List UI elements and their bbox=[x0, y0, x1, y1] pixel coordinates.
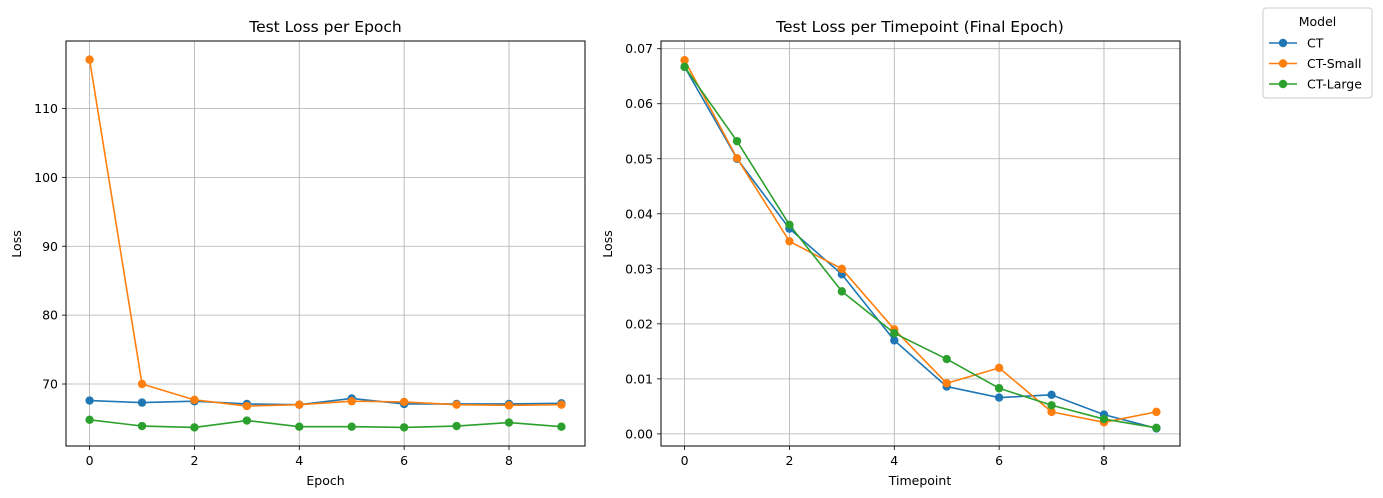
data-point bbox=[347, 397, 356, 406]
data-point bbox=[680, 62, 689, 72]
data-point bbox=[1099, 414, 1109, 424]
x-tick-label: 2 bbox=[190, 453, 198, 468]
data-point bbox=[85, 415, 94, 425]
legend-marker bbox=[1278, 38, 1288, 48]
series-ct-large bbox=[680, 62, 1161, 433]
x-tick-label: 4 bbox=[295, 453, 303, 468]
legend-marker bbox=[1278, 79, 1288, 89]
x-tick-label: 0 bbox=[86, 453, 94, 468]
y-axis-label: Loss bbox=[9, 230, 24, 257]
legend-marker bbox=[1278, 59, 1288, 68]
data-point bbox=[1152, 423, 1161, 433]
data-point bbox=[85, 55, 94, 64]
data-point bbox=[994, 363, 1004, 373]
data-point bbox=[137, 379, 147, 389]
data-point bbox=[242, 416, 252, 425]
legend-label: CT bbox=[1307, 36, 1324, 51]
y-tick-label: 0.07 bbox=[625, 41, 653, 56]
data-point bbox=[837, 264, 847, 274]
y-tick-label: 0.01 bbox=[625, 371, 653, 386]
legend: Model CT CT-Small CT-Large bbox=[1262, 7, 1373, 99]
x-axis-label: Timepoint bbox=[888, 473, 952, 488]
data-point bbox=[942, 379, 951, 388]
data-point bbox=[504, 418, 514, 427]
data-point bbox=[242, 401, 252, 411]
data-point bbox=[190, 395, 199, 405]
data-point bbox=[785, 220, 794, 229]
data-point bbox=[994, 384, 1004, 393]
y-tick-label: 90 bbox=[42, 239, 58, 254]
series-ct-small bbox=[85, 55, 566, 411]
y-tick-label: 100 bbox=[34, 170, 58, 185]
data-point bbox=[295, 422, 304, 431]
y-tick-label: 70 bbox=[42, 377, 58, 392]
legend-label: CT-Large bbox=[1307, 77, 1362, 92]
x-tick-label: 8 bbox=[505, 453, 513, 468]
data-point bbox=[190, 423, 199, 432]
legend-label: CT-Small bbox=[1307, 56, 1361, 71]
data-point bbox=[890, 328, 899, 338]
data-point bbox=[557, 400, 566, 409]
y-tick-label: 0.05 bbox=[625, 151, 653, 166]
y-tick-label: 0.06 bbox=[625, 96, 653, 111]
plot-frame bbox=[65, 40, 586, 447]
data-point bbox=[452, 421, 461, 431]
series-ct-large bbox=[85, 415, 566, 432]
data-point bbox=[347, 422, 356, 431]
data-point bbox=[890, 336, 899, 345]
series-line bbox=[683, 59, 1157, 424]
series-line bbox=[89, 397, 562, 406]
data-point bbox=[837, 287, 847, 296]
data-point bbox=[504, 401, 514, 410]
y-tick-label: 0.03 bbox=[625, 261, 653, 276]
series-line bbox=[89, 419, 562, 429]
legend-entry: CT bbox=[1269, 36, 1324, 51]
data-point bbox=[785, 237, 794, 246]
timepoint-loss-chart: Test Loss per Timepoint (Final Epoch) 0 2… bbox=[600, 18, 1181, 488]
y-tick-label: 0.04 bbox=[625, 206, 653, 221]
y-tick-label: 0.02 bbox=[625, 316, 653, 331]
data-point bbox=[942, 354, 951, 364]
data-point bbox=[994, 393, 1004, 402]
data-point bbox=[1047, 401, 1056, 410]
data-point bbox=[1152, 407, 1161, 417]
chart-title: Test Loss per Epoch bbox=[248, 18, 402, 36]
data-point bbox=[732, 154, 742, 163]
legend-entry: CT-Large bbox=[1269, 77, 1362, 92]
legend-title: Model bbox=[1299, 14, 1337, 29]
data-point bbox=[680, 56, 689, 65]
data-point bbox=[399, 423, 409, 432]
data-point bbox=[295, 400, 304, 409]
x-axis-label: Epoch bbox=[306, 473, 344, 488]
y-tick-label: 110 bbox=[34, 101, 58, 116]
data-point bbox=[85, 396, 94, 405]
data-point bbox=[1047, 407, 1056, 417]
data-point bbox=[137, 421, 147, 431]
legend-box bbox=[1262, 7, 1373, 99]
data-point bbox=[557, 422, 566, 431]
x-tick-label: 4 bbox=[890, 453, 898, 468]
x-tick-label: 0 bbox=[681, 453, 689, 468]
data-point bbox=[732, 136, 742, 146]
epoch-loss-chart: Test Loss per Epoch 0 2 4 6 8 70 80 90 100 110 Ep… bbox=[9, 18, 586, 488]
y-tick-label: 0.00 bbox=[625, 426, 653, 441]
data-point bbox=[1047, 390, 1056, 400]
data-point bbox=[399, 397, 409, 407]
x-tick-label: 8 bbox=[1100, 453, 1108, 468]
y-tick-label: 80 bbox=[42, 308, 58, 323]
series-line bbox=[88, 59, 562, 407]
chart-title: Test Loss per Timepoint (Final Epoch) bbox=[775, 18, 1064, 36]
x-tick-label: 6 bbox=[400, 453, 408, 468]
series-line bbox=[683, 66, 1157, 429]
x-tick-label: 6 bbox=[995, 453, 1003, 468]
series-line bbox=[683, 66, 1157, 430]
data-point bbox=[137, 398, 147, 407]
plot-frame bbox=[660, 40, 1181, 447]
legend-entry: CT-Small bbox=[1269, 56, 1361, 71]
y-axis-label: Loss bbox=[600, 230, 615, 257]
x-tick-label: 2 bbox=[785, 453, 793, 468]
data-point bbox=[452, 400, 461, 409]
